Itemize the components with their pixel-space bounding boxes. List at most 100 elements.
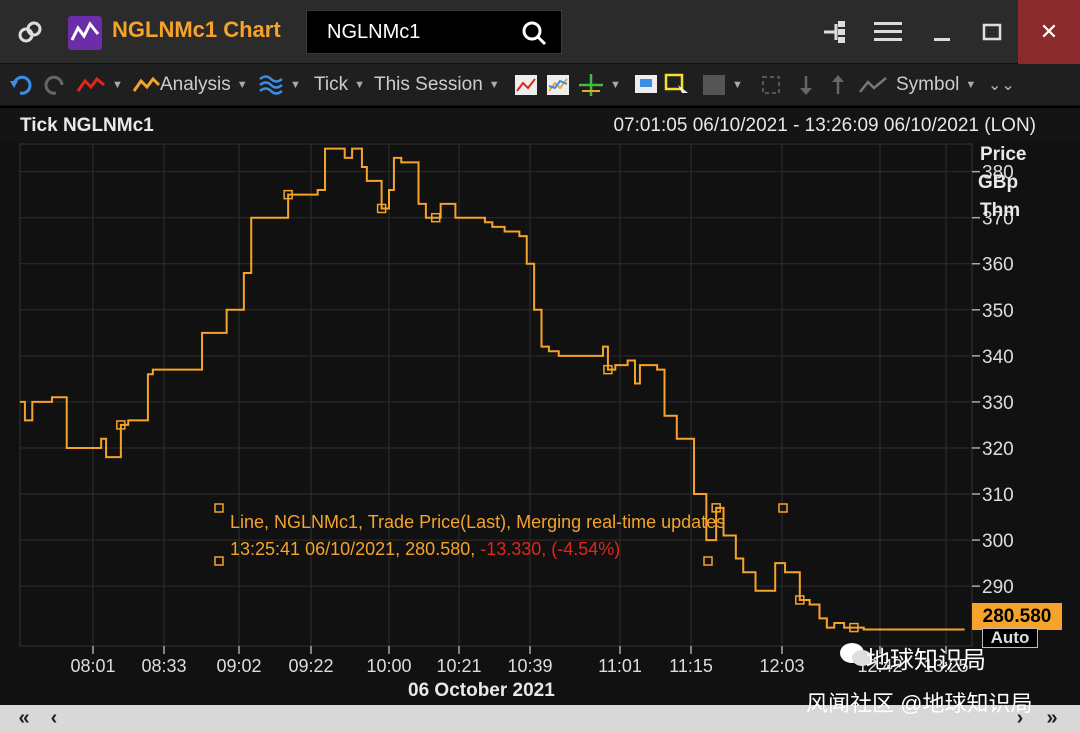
crosshair-icon: [579, 74, 603, 96]
watermark-source: 风闻社区 @地球知识局: [806, 691, 1033, 716]
legend-last-trade-value: 13:25:41 06/10/2021, 280.580,: [230, 539, 481, 559]
x-tick-label: 10:39: [507, 656, 552, 676]
line-chart-type-dropdown[interactable]: ▼: [76, 72, 123, 98]
series-marker: [430, 212, 441, 223]
y-tick-label: 330: [982, 393, 1014, 414]
series-marker: [376, 203, 387, 214]
waves-icon: [259, 75, 283, 95]
search-input[interactable]: NGLNMc1: [306, 10, 562, 54]
wechat-watermark-icon: [840, 643, 872, 666]
auto-scale-button[interactable]: Auto: [982, 628, 1038, 648]
last-price-label: 280.580: [972, 603, 1062, 630]
line-chart-icon: [76, 76, 105, 92]
price-chart[interactable]: 290 300 310 320 330 340 350 360 370 380 08:01 08:33…: [0, 142, 1080, 705]
close-icon: ✕: [1039, 19, 1059, 44]
legend-series-description: Line, NGLNMc1, Trade Price(Last), Mergin…: [230, 512, 726, 532]
expand-more-icon[interactable]: ⌄⌄: [988, 77, 1015, 94]
y-tick-label: 380: [982, 163, 1014, 184]
y-tick-label: 320: [982, 439, 1014, 460]
legend-handle: [214, 503, 224, 513]
x-tick-label: 09:02: [216, 656, 261, 676]
x-tick-label: 11:15: [669, 656, 713, 676]
plot-background: [19, 143, 973, 647]
tree-icon[interactable]: [816, 14, 852, 50]
legend-handle: [778, 503, 788, 513]
analysis-icon: [132, 76, 160, 92]
undo-icon[interactable]: [8, 72, 34, 98]
time-range: 07:01:05 06/10/2021 - 13:26:09 06/10/202…: [613, 115, 1036, 136]
session-label: This Session: [374, 74, 483, 95]
scroll-to-start-icon[interactable]: «: [18, 707, 30, 729]
series-marker: [116, 420, 126, 430]
y-axis-unit-price: Price: [980, 144, 1027, 165]
hamburger-menu-icon[interactable]: [870, 14, 906, 50]
crosshair-dropdown[interactable]: ▼: [578, 72, 621, 98]
series-marker: [283, 189, 293, 200]
series-marker: [795, 595, 805, 605]
x-tick-label: 10:00: [366, 656, 411, 676]
chart-header: Tick NGLNMc1 07:01:05 06/10/2021 - 13:26…: [0, 108, 1080, 142]
y-tick-label: 350: [982, 301, 1014, 322]
scroll-to-end-icon[interactable]: »: [1046, 707, 1058, 729]
y-tick-label: 290: [982, 577, 1014, 598]
series-marker: [603, 364, 613, 375]
y-tick-label: 360: [982, 255, 1014, 276]
scroll-right-icon[interactable]: ›: [1016, 707, 1024, 729]
legend-price-change: -13.330, (-4.54%): [480, 539, 621, 559]
legend-handle: [214, 556, 224, 566]
grid-icon: [703, 75, 725, 95]
redo-icon[interactable]: [42, 72, 68, 98]
chart-toolbar: ▼ Analysis ▼ ▼ Tick ▼ This Session ▼ ▼ ▼: [0, 64, 1080, 106]
series-marker: [711, 503, 721, 513]
arrow-up-icon[interactable]: [830, 72, 846, 98]
y-tick-label: 370: [982, 209, 1014, 230]
close-button[interactable]: ✕: [1018, 0, 1080, 64]
y-axis-unit-currency: GBp: [978, 172, 1019, 193]
x-tick-label: 08:01: [70, 656, 115, 676]
watermark-title: 地球知识局: [866, 647, 986, 674]
chart-app-icon: [68, 16, 102, 50]
legend-last-trade: 13:25:41 06/10/2021, 280.580, -13.330, (…: [230, 539, 620, 560]
x-tick-label: 10:21: [436, 656, 481, 676]
scroll-left-icon[interactable]: ‹: [50, 707, 58, 729]
maximize-icon[interactable]: [974, 14, 1010, 50]
y-tick-label: 310: [982, 485, 1014, 506]
session-dropdown[interactable]: This Session ▼: [374, 74, 500, 95]
legend-handle: [703, 556, 713, 566]
search-icon[interactable]: [521, 20, 547, 46]
analysis-dropdown[interactable]: Analysis ▼: [132, 72, 248, 98]
zoom-select-icon[interactable]: [664, 72, 690, 98]
fullscreen-icon[interactable]: [760, 72, 782, 98]
search-input-value: NGLNMc1: [327, 21, 421, 43]
y-tick-label: 300: [982, 531, 1014, 552]
series-marker: [849, 622, 859, 633]
analysis-label: Analysis: [160, 74, 231, 95]
annotation-icon[interactable]: [634, 72, 658, 98]
time-scrollbar[interactable]: « ‹ › »: [0, 705, 1080, 731]
x-tick-label: 11:01: [598, 656, 642, 676]
title-bar: NGLNMc1 Chart NGLNMc1 ✕: [0, 0, 1080, 64]
chart-area[interactable]: 290 300 310 320 330 340 350 360 370 380 08:01 08:33…: [0, 142, 1080, 705]
symbol-dropdown[interactable]: Symbol ▼: [896, 74, 977, 95]
grid-layout-dropdown[interactable]: ▼: [702, 72, 743, 98]
interval-label: Tick: [314, 74, 349, 95]
minimize-icon[interactable]: [924, 14, 960, 50]
y-axis-unit-volume: Thm: [980, 200, 1021, 221]
symbol-label: Symbol: [896, 74, 960, 95]
date-axis-label: 06 October 2021: [408, 680, 555, 701]
arrow-down-icon[interactable]: [798, 72, 814, 98]
x-tick-label: 12:03: [759, 656, 804, 676]
link-chain-icon[interactable]: [8, 10, 52, 54]
x-tick-label: 09:22: [288, 656, 333, 676]
x-tick-label: 08:33: [141, 656, 186, 676]
interval-dropdown[interactable]: Tick ▼: [314, 74, 366, 95]
studies-dropdown[interactable]: ▼: [258, 72, 301, 98]
price-series-line: [20, 147, 965, 631]
app-title: NGLNMc1 Chart: [112, 17, 281, 42]
x-tick-label: 13:25: [923, 656, 968, 676]
trend-compare-icon[interactable]: [858, 72, 888, 98]
chart-title: Tick NGLNMc1: [20, 115, 154, 136]
y-tick-label: 340: [982, 347, 1014, 368]
compare-chart-icon[interactable]: [546, 72, 570, 98]
chart-view-icon[interactable]: [514, 72, 538, 98]
